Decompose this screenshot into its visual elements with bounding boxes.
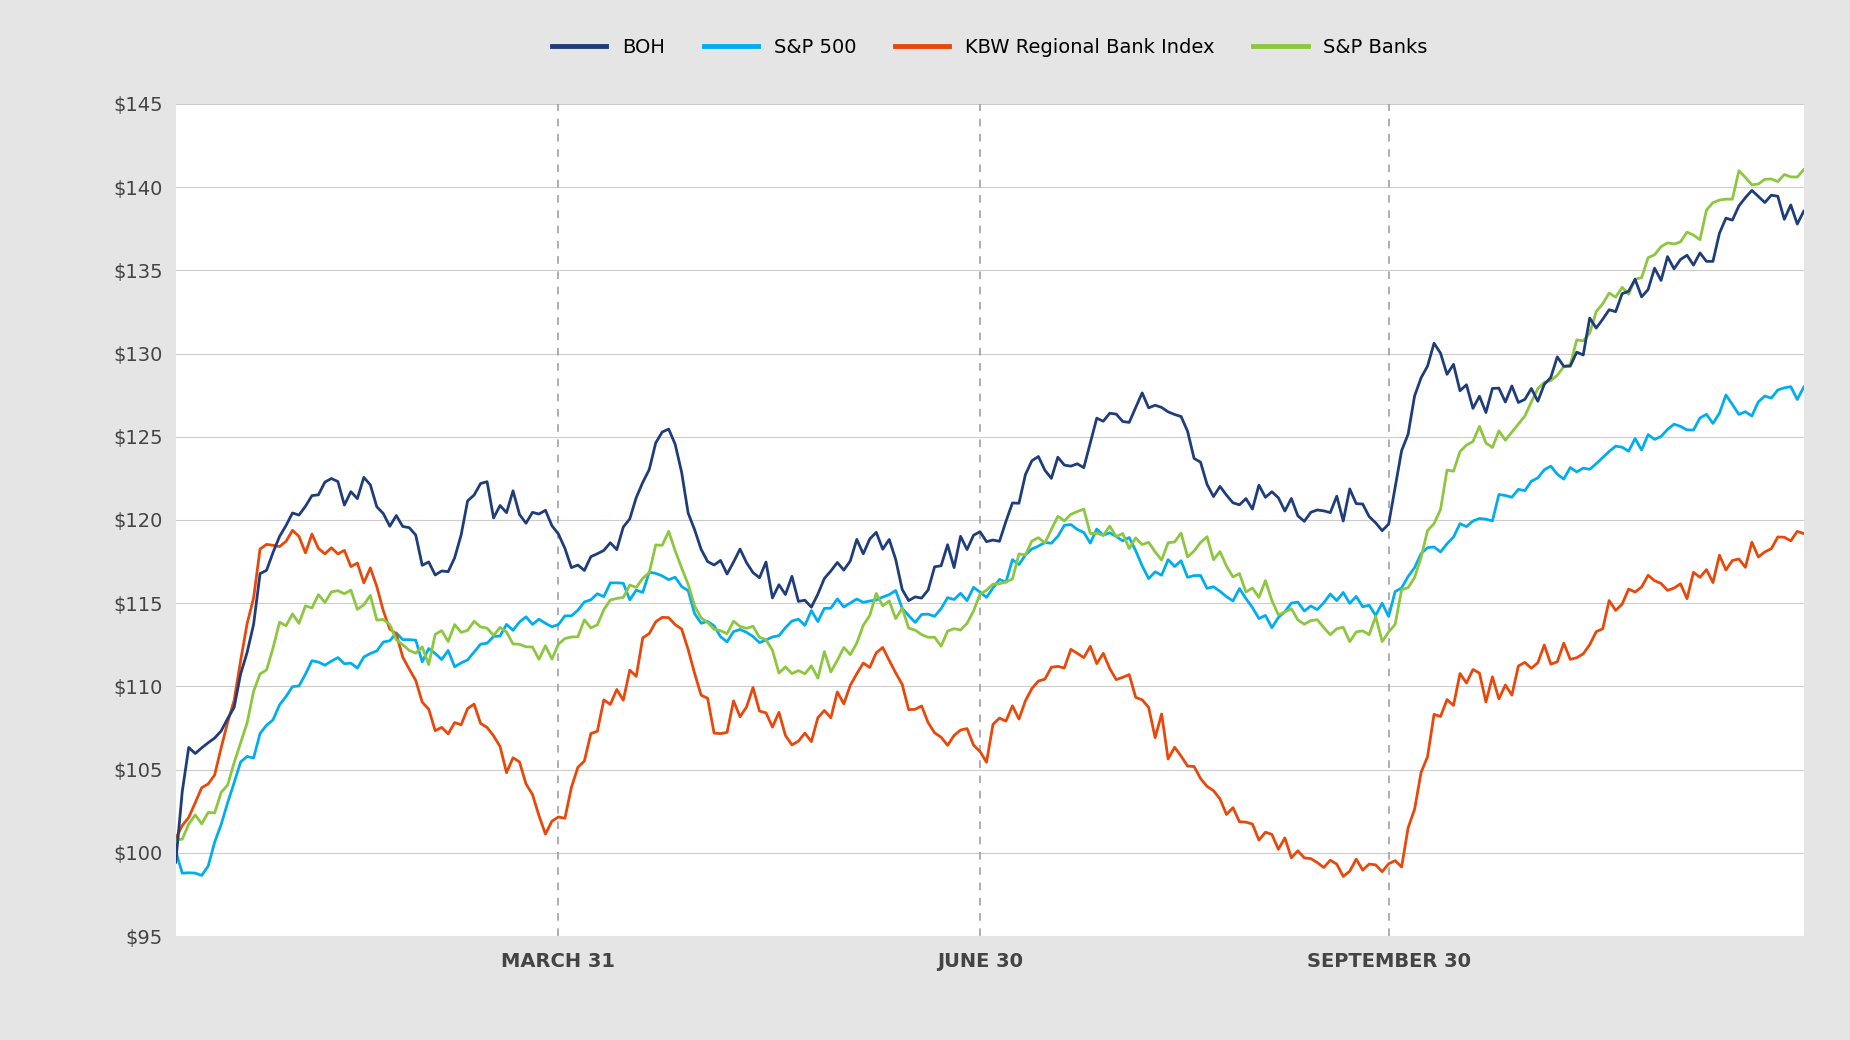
KBW Regional Bank Index [1793,527,1815,540]
S&P Banks [1202,553,1225,566]
KBW Regional Bank Index [198,778,220,790]
S&P 500 [657,573,679,586]
BOH [165,856,187,868]
KBW Regional Bank Index [165,832,187,844]
Line: S&P Banks: S&P Banks [176,170,1804,839]
BOH [1759,189,1782,202]
KBW Regional Bank Index [657,612,679,624]
BOH [651,425,673,438]
S&P Banks [651,539,673,551]
KBW Regional Bank Index [1469,667,1491,679]
KBW Regional Bank Index [1332,870,1354,883]
S&P 500 [165,844,187,857]
BOH [1741,184,1763,197]
BOH [1456,379,1478,391]
BOH [198,736,220,749]
BOH [1202,490,1225,502]
S&P Banks [1456,439,1478,451]
S&P 500 [204,836,226,849]
KBW Regional Bank Index [1208,792,1230,805]
KBW Regional Bank Index [1767,530,1789,543]
S&P 500 [1208,586,1230,598]
S&P 500 [1314,597,1336,609]
S&P Banks [1793,163,1815,176]
S&P Banks [1754,173,1776,185]
S&P 500 [1462,515,1484,527]
KBW Regional Bank Index [281,524,303,537]
S&P Banks [1306,614,1328,626]
Line: KBW Regional Bank Index: KBW Regional Bank Index [176,530,1804,877]
Line: S&P 500: S&P 500 [176,387,1804,876]
Line: BOH: BOH [176,190,1804,862]
Legend: BOH, S&P 500, KBW Regional Bank Index, S&P Banks: BOH, S&P 500, KBW Regional Bank Index, S… [544,30,1436,66]
S&P 500 [1759,392,1782,405]
S&P 500 [1780,381,1802,393]
S&P 500 [1793,381,1815,393]
S&P Banks [198,806,220,818]
S&P Banks [165,833,187,846]
BOH [1793,205,1815,217]
BOH [1306,503,1328,516]
KBW Regional Bank Index [1314,861,1336,874]
S&P 500 [191,869,213,882]
